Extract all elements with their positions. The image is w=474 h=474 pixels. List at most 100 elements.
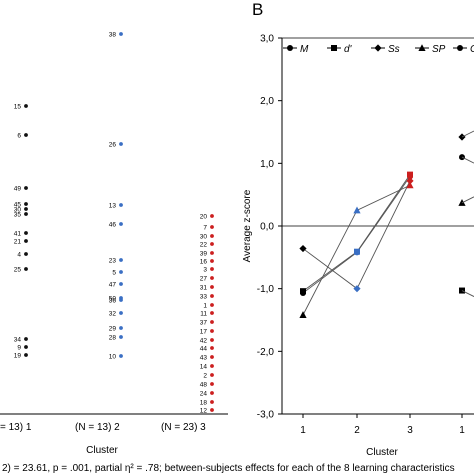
cluster-2-point-label: 10: [109, 354, 117, 361]
cluster-1-point: [24, 345, 28, 349]
cluster-3-point: [210, 225, 214, 229]
cluster-3-point-label: 14: [200, 364, 208, 371]
cluster-1-point-label: 4: [17, 252, 21, 259]
cluster-2-point: [119, 335, 123, 339]
cluster-3-point-label: 33: [200, 294, 208, 301]
cluster-3-point: [210, 251, 214, 255]
cluster-1-point: [24, 202, 28, 206]
panel-a-x-axis-title: Cluster: [86, 445, 118, 456]
cluster-3-point-label: 12: [200, 408, 208, 415]
cluster-1-point: [24, 337, 28, 341]
legend-label: M: [300, 44, 309, 55]
x-tick-label: 3: [407, 425, 413, 436]
cluster-2-point-label: 32: [109, 311, 117, 318]
series-line-0: [302, 176, 411, 294]
cluster-1-point: [24, 207, 28, 211]
cluster-3-point-label: 20: [200, 214, 208, 221]
cluster-2-point: [119, 258, 123, 262]
cluster-3-point: [210, 311, 214, 315]
cluster-2-point: [119, 298, 123, 302]
cluster-2-point-label: 28: [109, 335, 117, 342]
cluster-3-point-label: 22: [200, 242, 208, 249]
cluster-3-point: [210, 373, 214, 377]
cluster-1-point: [24, 353, 28, 357]
cluster-3-point-label: 27: [200, 276, 208, 283]
cluster1-tick-label: = 13) 1: [0, 422, 32, 433]
cluster-1-point-label: 15: [14, 104, 22, 111]
legend-label: d': [344, 44, 353, 55]
x-tick-label: 2: [354, 425, 360, 436]
series-point: [299, 244, 307, 253]
panel-a: 1564945303541214253491938261346235475036…: [0, 32, 228, 456]
cluster-1-point: [24, 231, 28, 235]
cluster-3-point-label: 43: [200, 355, 208, 362]
y-tick-label: 0,0: [260, 222, 274, 233]
cluster3-tick-label: (N = 23) 3: [161, 422, 206, 433]
cluster-3-point-label: 30: [200, 234, 208, 241]
cluster-2-point: [119, 326, 123, 330]
partial-series-line: [461, 290, 474, 297]
partial-series-line: [461, 196, 474, 204]
cluster-3-point-label: 42: [200, 338, 208, 345]
cluster-1-point: [24, 267, 28, 271]
cluster-3-point: [210, 355, 214, 359]
cluster-2-point-label: 36: [109, 298, 117, 305]
cluster-1-point-label: 35: [14, 212, 22, 219]
cluster-3-point-label: 1: [203, 303, 207, 310]
legend-marker: [287, 45, 293, 51]
cluster-2-point-label: 38: [109, 32, 117, 39]
cluster-3-point: [210, 303, 214, 307]
cluster-2-point: [119, 222, 123, 226]
series-point: [300, 288, 306, 295]
cluster-1-point-label: 21: [14, 239, 22, 246]
cluster-2-point-label: 47: [109, 282, 117, 289]
cluster-2-point: [119, 282, 123, 286]
cluster-3-point-label: 16: [200, 259, 208, 266]
cluster-3-point: [210, 214, 214, 218]
series-point: [299, 311, 307, 318]
legend-marker: [418, 44, 426, 51]
cluster-3-point: [210, 400, 214, 404]
cluster-3-point-label: 2: [203, 373, 207, 380]
y-tick-label: -2,0: [257, 347, 275, 358]
cluster-1-point: [24, 212, 28, 216]
panel-b-series: [299, 130, 474, 318]
cluster-1-point-label: 41: [14, 231, 22, 238]
cluster-3-point: [210, 364, 214, 368]
y-tick-label: 2,0: [260, 96, 274, 107]
cluster-3-point-label: 39: [200, 251, 208, 258]
legend-marker: [374, 44, 382, 52]
legend-label: SP: [432, 44, 446, 55]
cluster2-tick-label: (N = 13) 2: [75, 422, 120, 433]
cluster-3-point-label: 31: [200, 285, 208, 292]
partial-series-line: [461, 130, 474, 138]
cluster-3-point: [210, 329, 214, 333]
cluster-2-point: [119, 32, 123, 36]
cluster-1-point-label: 34: [14, 337, 22, 344]
cluster-3-point: [210, 276, 214, 280]
legend-label: CV: [470, 44, 474, 55]
cluster-2-point: [119, 142, 123, 146]
cluster-3-point: [210, 259, 214, 263]
cluster-3-point: [210, 320, 214, 324]
cluster-3-point-label: 11: [200, 311, 207, 318]
panel-b-y-ticks: 3,0 2,0 1,0 0,0 -1,0 -2,0 -3,0: [257, 34, 282, 421]
legend-marker: [331, 45, 337, 51]
y-tick-label: -1,0: [257, 284, 275, 295]
series-line-1: [302, 174, 411, 292]
series-point: [406, 177, 414, 185]
cluster-3-point-label: 7: [203, 225, 207, 232]
cluster-2-point-label: 50: [109, 296, 117, 303]
cluster-1-point-label: 9: [17, 345, 21, 352]
cluster-2-point: [119, 354, 123, 358]
cluster-3-point: [210, 242, 214, 246]
cluster-1-point: [24, 186, 28, 190]
y-tick-label: 3,0: [260, 34, 274, 45]
cluster-1-point-label: 45: [14, 202, 22, 209]
legend-label: Ss: [388, 44, 400, 55]
y-tick-label: 1,0: [260, 159, 274, 170]
cluster-3-point: [210, 408, 214, 412]
legend-marker: [457, 45, 463, 51]
cluster-1-point: [24, 239, 28, 243]
